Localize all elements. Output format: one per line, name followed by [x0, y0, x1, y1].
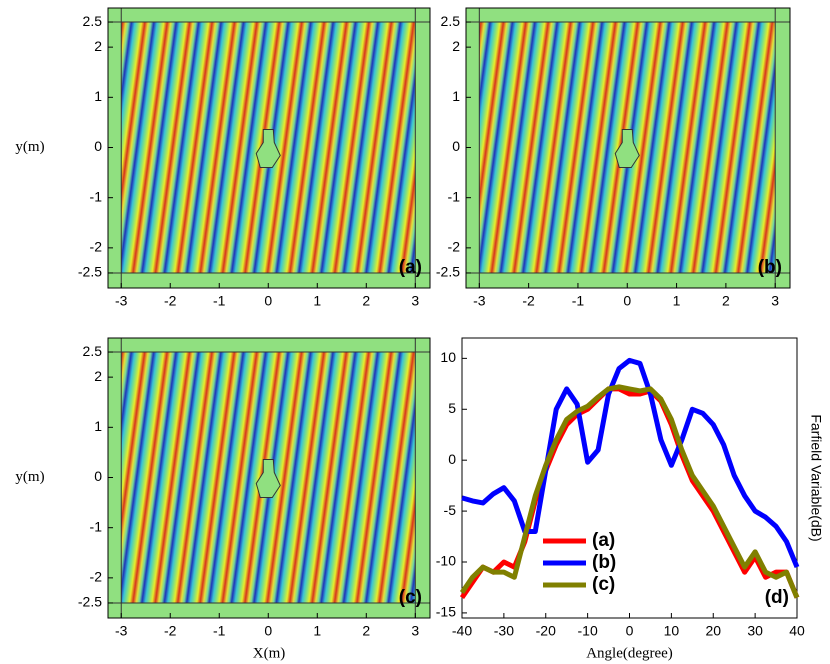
y-tick-label: -1 — [90, 518, 103, 534]
x-tick-label: 0 — [623, 293, 631, 309]
y-axis-label: Farfield Variable(dB) — [808, 414, 824, 541]
y-tick-label: 2.5 — [83, 13, 103, 29]
x-tick-label: -10 — [578, 623, 598, 639]
panel-label: (a) — [399, 257, 422, 278]
y-tick-label: -10 — [436, 553, 456, 569]
legend-label: (c) — [592, 574, 615, 595]
plot-frame — [465, 7, 791, 289]
y-tick-label: -1 — [90, 188, 103, 204]
x-tick-label: 40 — [789, 623, 805, 639]
plot-frame — [107, 337, 431, 619]
x-tick-label: 3 — [411, 623, 419, 639]
x-tick-label: 1 — [673, 293, 681, 309]
y-axis-label: y(m) — [15, 469, 44, 485]
x-tick-label: -1 — [213, 623, 226, 639]
y-tick-label: -1 — [448, 188, 461, 204]
y-tick-label: -2 — [90, 569, 103, 585]
x-tick-label: 2 — [362, 293, 370, 309]
x-tick-label: -20 — [536, 623, 556, 639]
scatterer — [614, 128, 640, 168]
x-axis-label: X(m) — [253, 645, 286, 661]
y-tick-label: 0 — [94, 138, 102, 154]
y-axis-label: y(m) — [15, 139, 44, 155]
panel-label: (d) — [765, 587, 789, 608]
series-line — [459, 384, 800, 599]
y-tick-label: 0 — [448, 451, 456, 467]
y-tick-label: 0 — [94, 468, 102, 484]
x-tick-label: 1 — [313, 623, 321, 639]
panel-label: (c) — [399, 587, 422, 608]
x-tick-label: -3 — [473, 293, 486, 309]
y-tick-label: -2 — [90, 239, 103, 255]
y-tick-label: 2 — [452, 38, 460, 54]
y-tick-label: -2.5 — [436, 264, 460, 280]
x-tick-label: -2 — [164, 623, 177, 639]
scatterer — [255, 458, 281, 498]
legend-label: (a) — [592, 530, 615, 551]
x-tick-label: -2 — [522, 293, 535, 309]
y-tick-label: 2 — [94, 368, 102, 384]
y-tick-label: 5 — [448, 400, 456, 416]
x-tick-label: 30 — [747, 623, 763, 639]
x-tick-label: 2 — [722, 293, 730, 309]
y-tick-label: -15 — [436, 604, 456, 620]
x-tick-label: -3 — [115, 623, 128, 639]
y-tick-label: -2.5 — [78, 264, 102, 280]
x-tick-label: -2 — [164, 293, 177, 309]
y-tick-label: 2 — [94, 38, 102, 54]
y-tick-label: 1 — [94, 418, 102, 434]
y-tick-label: -2 — [448, 239, 461, 255]
x-tick-label: -30 — [494, 623, 514, 639]
x-tick-label: 2 — [362, 623, 370, 639]
x-tick-label: -3 — [115, 293, 128, 309]
y-tick-label: 10 — [440, 349, 456, 365]
x-tick-label: 3 — [411, 293, 419, 309]
series-line — [461, 357, 800, 569]
x-tick-label: 10 — [664, 623, 680, 639]
y-tick-label: -2.5 — [78, 594, 102, 610]
legend-label: (b) — [592, 552, 616, 573]
x-tick-label: 20 — [705, 623, 721, 639]
x-tick-label: -1 — [572, 293, 585, 309]
y-tick-label: 0 — [452, 138, 460, 154]
y-tick-label: 1 — [94, 88, 102, 104]
x-tick-label: -1 — [213, 293, 226, 309]
x-tick-label: 0 — [264, 293, 272, 309]
x-axis-label: Angle(degree) — [586, 645, 673, 661]
y-tick-label: 1 — [452, 88, 460, 104]
y-tick-label: 2.5 — [83, 343, 103, 359]
plot-frame — [107, 7, 431, 289]
y-tick-label: -5 — [444, 502, 457, 518]
y-tick-label: 2.5 — [441, 13, 461, 29]
x-tick-label: 0 — [264, 623, 272, 639]
x-tick-label: 3 — [771, 293, 779, 309]
x-tick-label: 1 — [313, 293, 321, 309]
x-tick-label: -40 — [452, 623, 472, 639]
panel-label: (b) — [758, 257, 782, 278]
scatterer — [255, 128, 281, 168]
x-tick-label: 0 — [626, 623, 634, 639]
